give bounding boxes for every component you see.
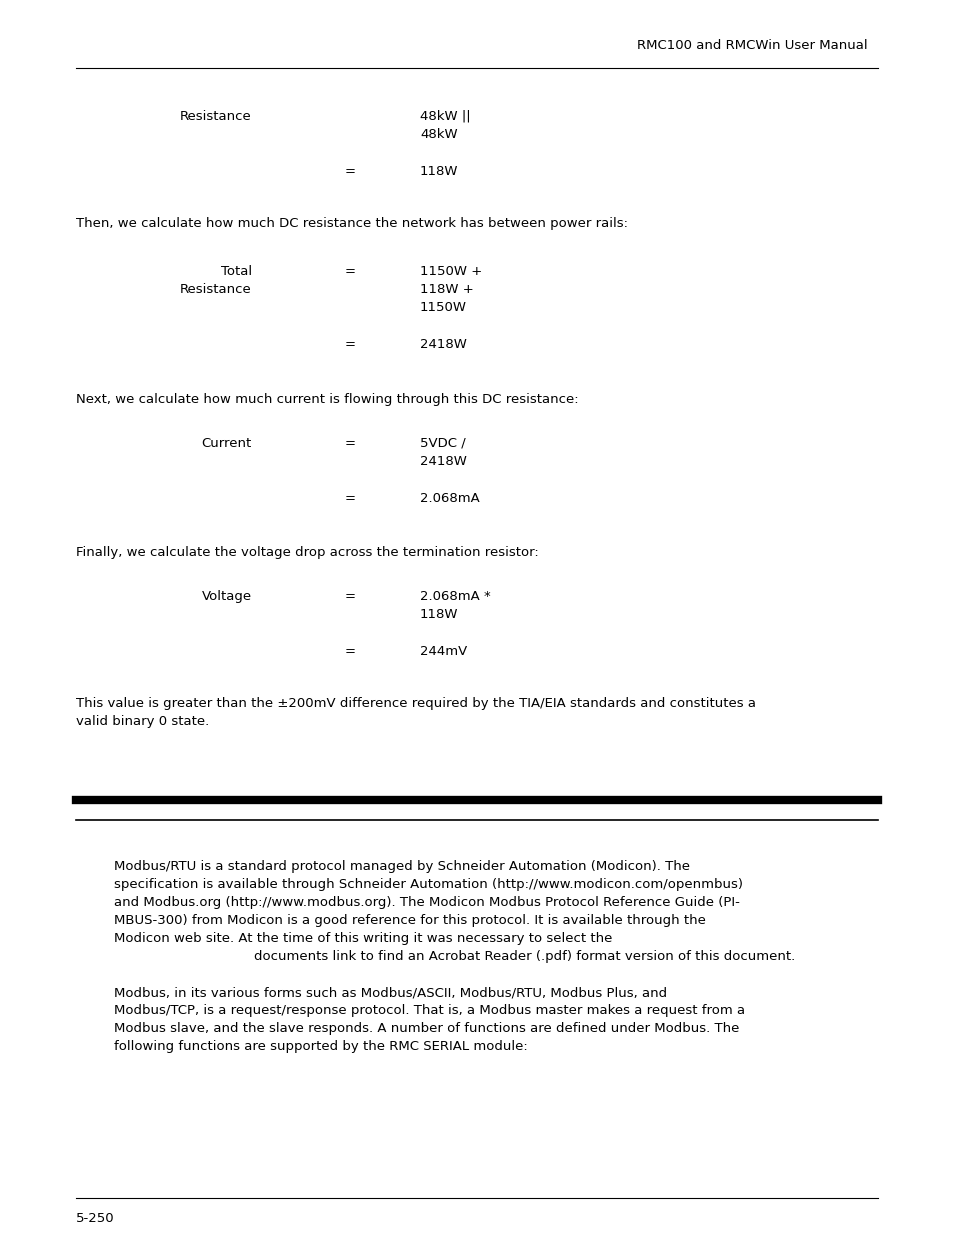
Text: Modbus slave, and the slave responds. A number of functions are defined under Mo: Modbus slave, and the slave responds. A … (113, 1023, 739, 1035)
Text: following functions are supported by the RMC SERIAL module:: following functions are supported by the… (113, 1040, 527, 1053)
Text: =: = (344, 165, 355, 178)
Text: Finally, we calculate the voltage drop across the termination resistor:: Finally, we calculate the voltage drop a… (76, 546, 538, 559)
Text: 118W +: 118W + (419, 283, 474, 296)
Text: Resistance: Resistance (180, 110, 252, 124)
Text: valid binary 0 state.: valid binary 0 state. (76, 715, 209, 727)
Text: =: = (344, 437, 355, 450)
Text: 1150W +: 1150W + (419, 266, 482, 278)
Text: This value is greater than the ±200mV difference required by the TIA/EIA standar: This value is greater than the ±200mV di… (76, 697, 755, 710)
Text: Next, we calculate how much current is flowing through this DC resistance:: Next, we calculate how much current is f… (76, 393, 578, 406)
Text: Modicon web site. At the time of this writing it was necessary to select the: Modicon web site. At the time of this wr… (113, 932, 612, 945)
Text: 2.068mA: 2.068mA (419, 492, 479, 505)
Text: documents link to find an Acrobat Reader (.pdf) format version of this document.: documents link to find an Acrobat Reader… (253, 950, 795, 963)
Text: specification is available through Schneider Automation (http://www.modicon.com/: specification is available through Schne… (113, 878, 742, 890)
Text: MBUS-300) from Modicon is a good reference for this protocol. It is available th: MBUS-300) from Modicon is a good referen… (113, 914, 705, 927)
Text: 1150W: 1150W (419, 301, 467, 314)
Text: 2418W: 2418W (419, 454, 466, 468)
Text: Modbus/TCP, is a request/response protocol. That is, a Modbus master makes a req: Modbus/TCP, is a request/response protoc… (113, 1004, 744, 1016)
Text: Total: Total (221, 266, 252, 278)
Text: Current: Current (201, 437, 252, 450)
Text: and Modbus.org (http://www.modbus.org). The Modicon Modbus Protocol Reference Gu: and Modbus.org (http://www.modbus.org). … (113, 897, 740, 909)
Text: =: = (344, 590, 355, 603)
Text: Modbus, in its various forms such as Modbus/ASCII, Modbus/RTU, Modbus Plus, and: Modbus, in its various forms such as Mod… (113, 986, 666, 999)
Text: 48kW ||: 48kW || (419, 110, 470, 124)
Text: Then, we calculate how much DC resistance the network has between power rails:: Then, we calculate how much DC resistanc… (76, 217, 627, 230)
Text: 2418W: 2418W (419, 338, 466, 351)
Text: RMC100 and RMCWin User Manual: RMC100 and RMCWin User Manual (637, 40, 867, 52)
Text: Voltage: Voltage (202, 590, 252, 603)
Text: 118W: 118W (419, 165, 458, 178)
Text: =: = (344, 266, 355, 278)
Text: =: = (344, 645, 355, 658)
Text: 48kW: 48kW (419, 128, 457, 141)
Text: 118W: 118W (419, 608, 458, 621)
Text: =: = (344, 338, 355, 351)
Text: =: = (344, 492, 355, 505)
Text: 2.068mA *: 2.068mA * (419, 590, 490, 603)
Text: 244mV: 244mV (419, 645, 467, 658)
Text: 5-250: 5-250 (76, 1212, 114, 1225)
Text: Resistance: Resistance (180, 283, 252, 296)
Text: Modbus/RTU is a standard protocol managed by Schneider Automation (Modicon). The: Modbus/RTU is a standard protocol manage… (113, 860, 689, 873)
Text: 5VDC /: 5VDC / (419, 437, 465, 450)
